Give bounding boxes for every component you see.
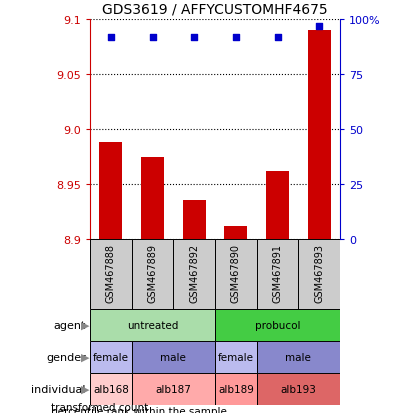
Bar [224, 226, 247, 240]
Text: alb168: alb168 [93, 384, 129, 394]
Text: GSM467890: GSM467890 [231, 244, 241, 302]
Text: GSM467892: GSM467892 [189, 243, 199, 302]
Text: GSM467888: GSM467888 [106, 244, 116, 302]
Text: ▶: ▶ [81, 320, 89, 330]
Text: GSM467893: GSM467893 [314, 244, 324, 302]
Text: GSM467889: GSM467889 [148, 244, 158, 302]
Text: male: male [285, 352, 311, 362]
Bar [257, 373, 340, 405]
Text: alb189: alb189 [218, 384, 254, 394]
Bar [266, 171, 289, 240]
Bar [257, 341, 340, 373]
Bar [183, 201, 206, 240]
Point [108, 34, 114, 41]
Point [149, 34, 156, 41]
Text: untreated: untreated [127, 320, 178, 330]
Bar [99, 143, 122, 240]
Bar [90, 309, 215, 341]
Bar [132, 240, 173, 309]
Text: gender: gender [46, 352, 86, 362]
Text: transformed count: transformed count [51, 402, 148, 412]
Text: probucol: probucol [255, 320, 300, 330]
Bar [257, 240, 298, 309]
Bar [298, 240, 340, 309]
Bar [90, 240, 132, 309]
Bar [132, 373, 215, 405]
Point [274, 34, 281, 41]
Bar [141, 157, 164, 240]
Text: female: female [93, 352, 129, 362]
Bar [215, 341, 257, 373]
Text: female: female [218, 352, 254, 362]
Bar [215, 309, 340, 341]
Text: GSM467891: GSM467891 [272, 244, 282, 302]
Bar [132, 341, 215, 373]
Text: alb187: alb187 [155, 384, 191, 394]
Bar [308, 31, 331, 240]
Text: alb193: alb193 [280, 384, 316, 394]
Text: ▶: ▶ [81, 352, 89, 362]
Text: percentile rank within the sample: percentile rank within the sample [51, 406, 226, 413]
Text: ▶: ▶ [81, 384, 89, 394]
Point [316, 23, 322, 30]
Text: agent: agent [54, 320, 86, 330]
Point [233, 34, 239, 41]
Text: individual: individual [32, 384, 86, 394]
Title: GDS3619 / AFFYCUSTOMHF4675: GDS3619 / AFFYCUSTOMHF4675 [102, 2, 328, 16]
Bar [90, 341, 132, 373]
Text: male: male [160, 352, 186, 362]
Bar [90, 373, 132, 405]
Bar [215, 373, 257, 405]
Bar [173, 240, 215, 309]
Bar [215, 240, 257, 309]
Point [191, 34, 197, 41]
